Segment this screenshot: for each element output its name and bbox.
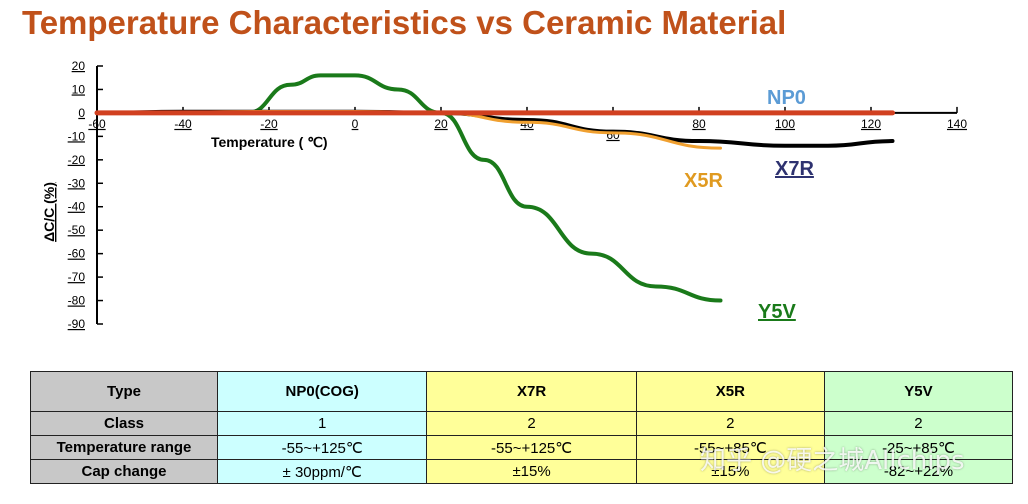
y-tick-label: 20 (72, 59, 86, 73)
x-tick-label: 0 (352, 117, 359, 131)
cell: 2 (635, 411, 825, 436)
series-line-x5r (117, 110, 722, 150)
watermark: 知乎 @硬之城Allchips (700, 446, 965, 476)
cell: -55~+125℃ (216, 435, 428, 460)
y-tick-label: -30 (68, 176, 86, 190)
x-tick-label: -60 (88, 117, 106, 131)
table-header-row: Type NP0(COG) X7R X5R Y5V (30, 371, 1014, 412)
row-label-cap-change: Cap change (30, 459, 218, 484)
cell: 2 (426, 411, 637, 436)
chart-axes (96, 65, 958, 325)
series-label-y5v: Y5V (758, 301, 796, 323)
cell: -82~+22% (823, 459, 1014, 484)
cell: ±15% (426, 459, 637, 484)
y-tick-label: -40 (68, 200, 86, 214)
header-y5v: Y5V (823, 371, 1014, 412)
series-lines (94, 73, 895, 303)
x-tick-label: 20 (434, 117, 448, 131)
table-row: Cap change ± 30ppm/℃ ±15% ±15% -82~+22% (30, 459, 1014, 484)
y-tick-labels: 20 10 0 -10 -20 -30 -40 -50 -60 -70 -80 -90 (68, 59, 86, 331)
x-tick-label: 80 (692, 117, 706, 131)
cell: 2 (823, 411, 1014, 436)
table-row: Class 1 2 2 2 (30, 411, 1014, 436)
header-x7r: X7R (426, 371, 637, 412)
y-axis-label: ΔC/C (%) (41, 182, 57, 242)
y-tick-label: -20 (68, 153, 86, 167)
chart-title: Temperature Characteristics vs Ceramic M… (22, 4, 787, 41)
cell: ± 30ppm/℃ (216, 459, 428, 484)
cell: ±15% (635, 459, 825, 484)
series-label-x5r: X5R (684, 170, 723, 192)
cell: 1 (216, 411, 428, 436)
cell: -55~+125℃ (426, 435, 637, 460)
y-tick-label: 0 (78, 106, 85, 120)
y-tick-label: -70 (68, 270, 86, 284)
y-tick-label: -60 (68, 247, 86, 261)
x-tick-label: 120 (861, 117, 881, 131)
material-spec-table: Type NP0(COG) X7R X5R Y5V Class 1 2 2 2 … (30, 371, 1014, 484)
y-tick-label: -80 (68, 294, 86, 308)
y-tick-label: 10 (72, 82, 86, 96)
header-x5r: X5R (635, 371, 825, 412)
series-line-y5v (245, 73, 723, 303)
header-np0: NP0(COG) (216, 371, 428, 412)
series-label-x7r: X7R (775, 158, 814, 180)
table-row: Temperature range -55~+125℃ -55~+125℃ -5… (30, 435, 1014, 460)
y-tick-label: -10 (68, 129, 86, 143)
series-label-np0: NP0 (767, 87, 806, 109)
header-type: Type (30, 371, 218, 412)
x-tick-label: 100 (775, 117, 795, 131)
y-tick-label: -50 (68, 223, 86, 237)
x-tick-label: 140 (947, 117, 967, 131)
cell: -25~+85℃ (823, 435, 1014, 460)
x-tick-label: -40 (174, 117, 192, 131)
y-tick-label: -90 (68, 317, 86, 331)
x-axis-label: Temperature ( ℃) (211, 134, 328, 150)
x-tick-label: -20 (260, 117, 278, 131)
row-label-class: Class (30, 411, 218, 436)
row-label-temperature-range: Temperature range (30, 435, 218, 460)
series-labels: NP0 X7R X5R Y5V (684, 87, 814, 323)
